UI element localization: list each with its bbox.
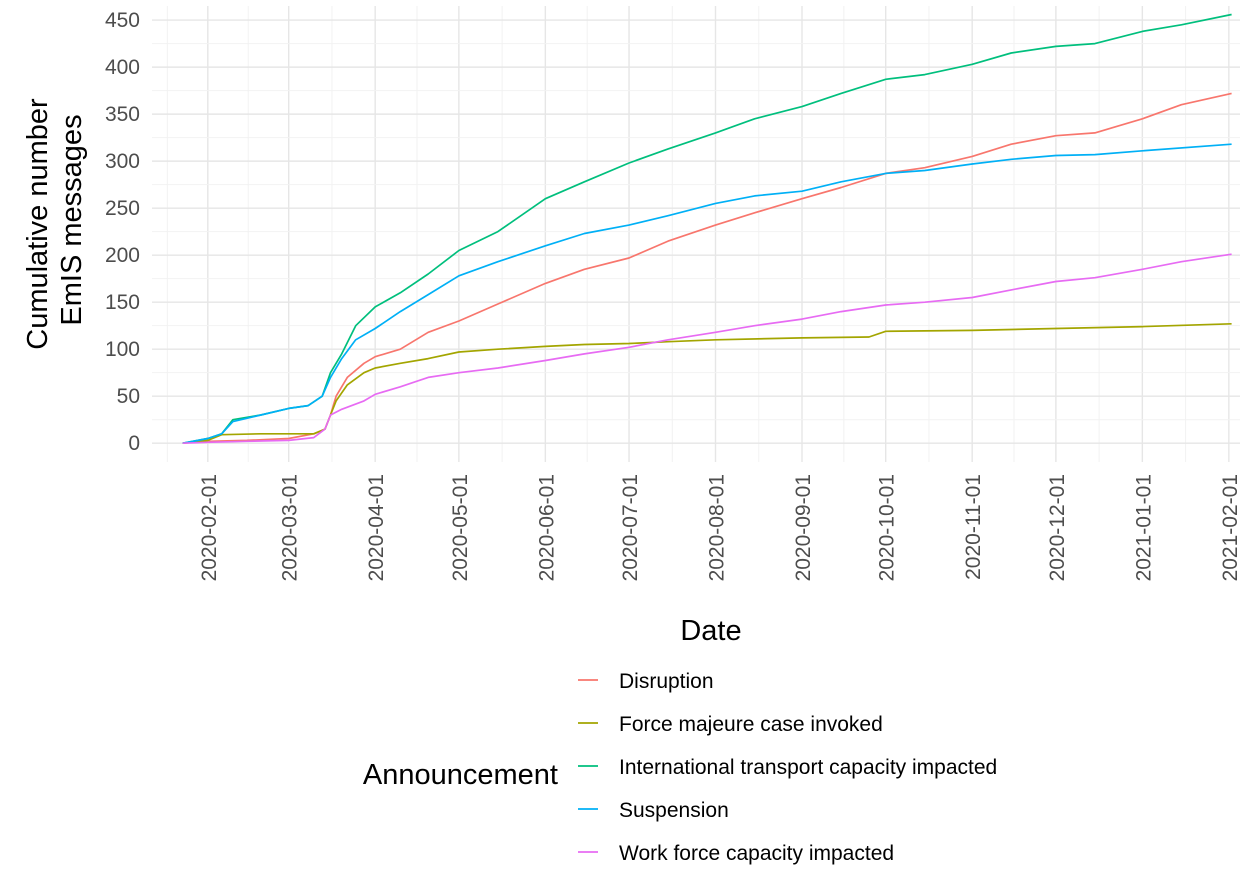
y-axis-title: Cumulative number EmIS messages bbox=[22, 90, 88, 350]
series-line-force-majeure-case-invoked bbox=[182, 322, 1232, 445]
y-tick-label: 350 bbox=[105, 103, 140, 126]
grid bbox=[152, 6, 1240, 462]
y-axis-title-line-1: Cumulative number bbox=[22, 98, 54, 350]
legend-title: Announcement bbox=[363, 759, 558, 791]
x-tick-label: 2020-03-01 bbox=[279, 474, 302, 581]
y-tick-label: 300 bbox=[105, 150, 140, 173]
y-tick-label: 50 bbox=[117, 385, 140, 408]
x-tick-label: 2020-06-01 bbox=[535, 474, 558, 581]
y-tick-label: 250 bbox=[105, 197, 140, 220]
x-axis-title: Date bbox=[680, 615, 741, 647]
y-axis-tick-labels: 0 50 100 150 200 250 300 350 400 450 bbox=[105, 9, 140, 455]
x-tick-label: 2020-09-01 bbox=[792, 474, 815, 581]
x-tick-label: 2020-07-01 bbox=[619, 474, 642, 581]
series-line-international-transport-capacity-impacted bbox=[182, 13, 1232, 445]
x-tick-label: 2021-02-01 bbox=[1219, 474, 1242, 581]
y-tick-label: 0 bbox=[128, 432, 140, 455]
y-tick-label: 450 bbox=[105, 9, 140, 32]
x-tick-label: 2020-12-01 bbox=[1046, 474, 1069, 581]
x-axis-tick-labels: 2020-02-01 2020-03-01 2020-04-01 2020-05-01… bbox=[198, 474, 1242, 581]
legend-label: Force majeure case invoked bbox=[619, 713, 883, 736]
y-axis-title-line-2: EmIS messages bbox=[56, 114, 88, 325]
y-tick-label: 200 bbox=[105, 244, 140, 267]
legend-label: Work force capacity impacted bbox=[619, 842, 894, 865]
series-line-work-force-capacity-impacted bbox=[182, 253, 1232, 445]
series-line-suspension bbox=[182, 143, 1232, 445]
legend-items: Disruption Force majeure case invoked Inte… bbox=[578, 670, 997, 865]
legend: Announcement Disruption Force majeure cas… bbox=[363, 670, 997, 865]
legend-label: International transport capacity impacte… bbox=[619, 756, 997, 779]
x-tick-label: 2020-05-01 bbox=[449, 474, 472, 581]
series-lines bbox=[182, 13, 1232, 445]
legend-label: Disruption bbox=[619, 670, 714, 693]
x-tick-label: 2021-01-01 bbox=[1132, 474, 1155, 581]
legend-label: Suspension bbox=[619, 799, 729, 822]
y-tick-label: 150 bbox=[105, 291, 140, 314]
x-tick-label: 2020-11-01 bbox=[962, 474, 985, 580]
x-tick-label: 2020-10-01 bbox=[876, 474, 899, 581]
y-tick-label: 100 bbox=[105, 338, 140, 361]
x-tick-label: 2020-02-01 bbox=[198, 474, 221, 581]
series-line-disruption bbox=[182, 92, 1232, 445]
y-tick-label: 400 bbox=[105, 56, 140, 79]
x-tick-label: 2020-04-01 bbox=[365, 474, 388, 581]
x-tick-label: 2020-08-01 bbox=[706, 474, 729, 581]
